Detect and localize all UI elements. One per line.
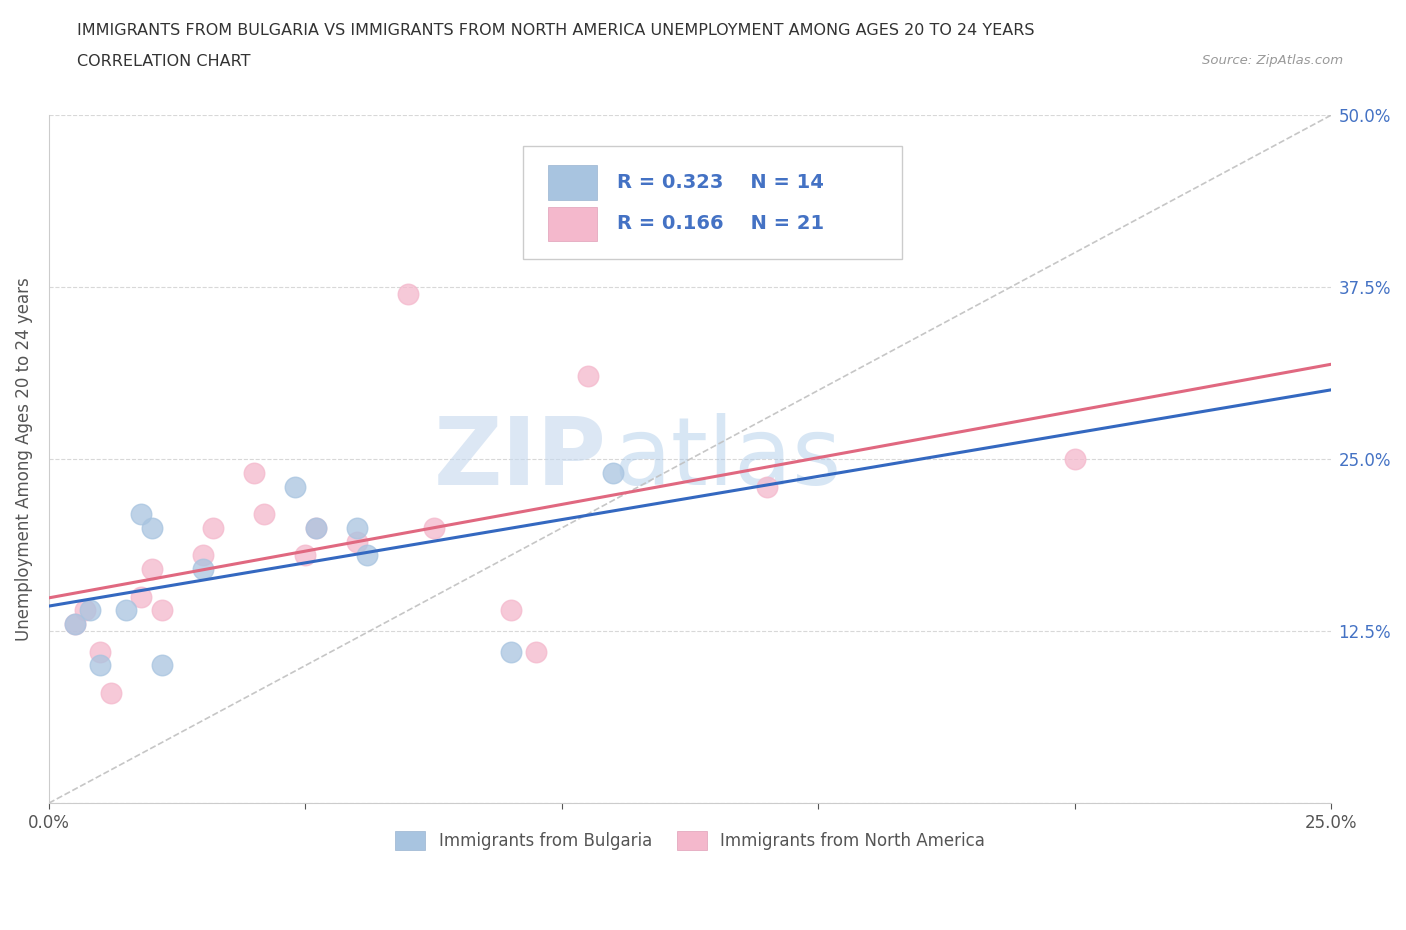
Legend: Immigrants from Bulgaria, Immigrants from North America: Immigrants from Bulgaria, Immigrants fro… <box>388 824 991 857</box>
Text: atlas: atlas <box>613 413 842 505</box>
Point <box>294 548 316 563</box>
Point <box>499 603 522 618</box>
Point <box>150 658 173 673</box>
FancyBboxPatch shape <box>548 166 596 200</box>
Point <box>1064 452 1087 467</box>
Point <box>73 603 96 618</box>
Point <box>756 479 779 494</box>
Point <box>346 521 368 536</box>
Point <box>141 521 163 536</box>
Point <box>305 521 328 536</box>
Text: IMMIGRANTS FROM BULGARIA VS IMMIGRANTS FROM NORTH AMERICA UNEMPLOYMENT AMONG AGE: IMMIGRANTS FROM BULGARIA VS IMMIGRANTS F… <box>77 23 1035 38</box>
Point <box>79 603 101 618</box>
Point <box>89 658 111 673</box>
Point <box>100 685 122 700</box>
Point <box>346 534 368 549</box>
Point <box>150 603 173 618</box>
Point <box>524 644 547 659</box>
Text: R = 0.166    N = 21: R = 0.166 N = 21 <box>617 214 824 233</box>
Text: ZIP: ZIP <box>434 413 607 505</box>
Point <box>602 465 624 480</box>
Point <box>63 617 86 631</box>
Point <box>284 479 307 494</box>
Point <box>253 507 276 522</box>
Point <box>141 562 163 577</box>
Point <box>131 507 153 522</box>
Text: R = 0.323    N = 14: R = 0.323 N = 14 <box>617 173 824 192</box>
FancyBboxPatch shape <box>548 206 596 241</box>
Point <box>115 603 138 618</box>
Point <box>243 465 266 480</box>
Point <box>89 644 111 659</box>
Y-axis label: Unemployment Among Ages 20 to 24 years: Unemployment Among Ages 20 to 24 years <box>15 277 32 641</box>
Point <box>576 369 599 384</box>
Text: Source: ZipAtlas.com: Source: ZipAtlas.com <box>1202 54 1343 67</box>
Point <box>499 644 522 659</box>
Point <box>422 521 444 536</box>
Point <box>191 548 214 563</box>
Point <box>202 521 225 536</box>
Point <box>305 521 328 536</box>
Text: CORRELATION CHART: CORRELATION CHART <box>77 54 250 69</box>
Point <box>191 562 214 577</box>
Point <box>63 617 86 631</box>
Point <box>131 590 153 604</box>
Point <box>356 548 378 563</box>
FancyBboxPatch shape <box>523 146 901 259</box>
Point <box>396 286 419 301</box>
